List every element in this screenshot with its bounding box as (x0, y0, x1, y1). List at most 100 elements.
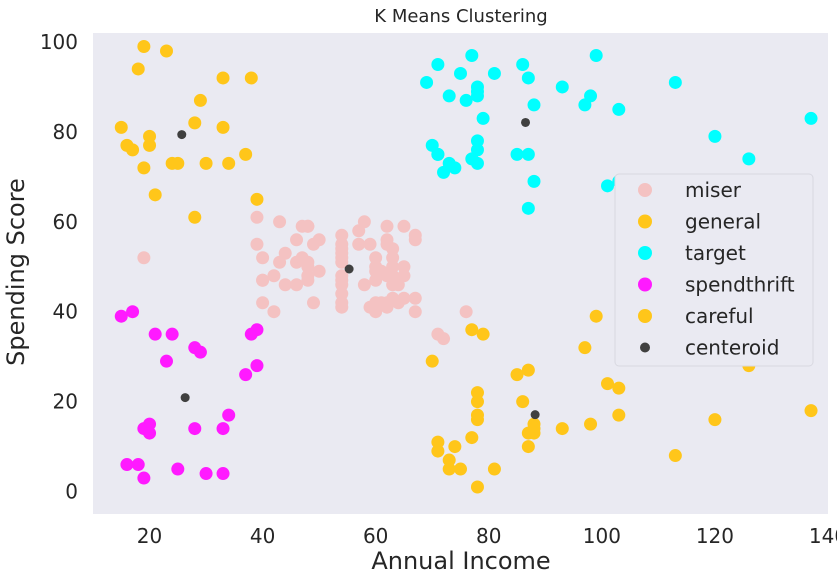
data-point-miser (335, 300, 349, 314)
data-point-miser (431, 327, 445, 341)
data-point-target (516, 57, 530, 71)
data-point-general (244, 71, 258, 85)
x-tick-label: 20 (137, 524, 162, 548)
data-point-spendthrift (171, 462, 185, 476)
data-point-careful (470, 386, 484, 400)
data-point-miser (256, 273, 270, 287)
data-point-target (454, 66, 467, 80)
data-point-general (199, 156, 213, 170)
data-point-target (612, 102, 626, 116)
data-point-general (131, 62, 145, 76)
data-point-general (137, 161, 151, 175)
legend-label-centeroid: centeroid (685, 336, 779, 360)
data-point-spendthrift (250, 359, 264, 373)
data-point-target (584, 89, 598, 103)
data-point-target (470, 134, 484, 148)
data-point-careful (487, 462, 501, 476)
data-point-careful (527, 422, 541, 436)
data-point-careful (431, 435, 445, 449)
data-point-miser (256, 251, 270, 265)
legend-label-spendthrift: spendthrift (685, 273, 795, 297)
centeroid-point (177, 130, 187, 140)
points-layer (114, 39, 818, 494)
data-point-target (527, 98, 541, 112)
data-point-miser (386, 260, 400, 274)
data-point-general (188, 116, 202, 130)
data-point-miser (278, 246, 292, 260)
legend-marker-target (638, 246, 652, 260)
data-point-careful (454, 462, 467, 476)
x-ticks: 20 40 60 80 100 120 140 (137, 524, 837, 548)
data-point-miser (301, 219, 315, 233)
centeroid-point (530, 410, 540, 420)
data-point-miser (267, 305, 281, 319)
x-axis-label: Annual Income (371, 547, 550, 575)
data-point-careful (612, 381, 626, 395)
data-point-target (521, 71, 535, 85)
data-point-miser (408, 305, 422, 319)
x-tick-label: 140 (809, 524, 837, 548)
data-point-miser (357, 278, 371, 292)
data-point-careful (510, 368, 524, 382)
data-point-miser (459, 305, 473, 319)
data-point-spendthrift (216, 422, 230, 436)
data-point-miser (250, 237, 264, 251)
x-tick-label: 80 (476, 524, 501, 548)
data-point-miser (380, 219, 394, 233)
x-tick-label: 60 (363, 524, 388, 548)
data-point-target (487, 66, 501, 80)
legend-label-careful: careful (685, 304, 754, 328)
data-point-general (137, 39, 151, 53)
data-point-miser (301, 260, 315, 274)
data-point-miser (273, 215, 287, 229)
y-tick-label: 40 (53, 300, 78, 324)
data-point-miser (397, 291, 411, 305)
data-point-spendthrift (143, 426, 157, 440)
data-point-general (160, 44, 173, 58)
data-point-general (250, 192, 264, 206)
data-point-general (222, 156, 236, 170)
data-point-miser (335, 255, 349, 269)
data-point-spendthrift (199, 467, 213, 481)
data-point-target (521, 201, 535, 215)
data-point-target (442, 89, 456, 103)
data-point-miser (256, 296, 270, 310)
legend-label-miser: miser (685, 178, 742, 202)
legend-items: miser general target spendthrift careful cent… (638, 178, 795, 360)
data-point-general (114, 120, 128, 134)
data-point-general (143, 129, 157, 143)
legend-marker-miser (638, 183, 652, 197)
data-point-target (589, 48, 603, 62)
data-point-target (601, 179, 614, 193)
data-point-general (143, 138, 157, 152)
data-point-target (708, 129, 722, 143)
data-point-careful (584, 417, 598, 431)
data-point-miser (250, 210, 264, 224)
data-point-miser (335, 278, 349, 292)
legend: miser general target spendthrift careful cent… (614, 173, 814, 367)
x-tick-label: 100 (583, 524, 621, 548)
data-point-target (448, 161, 462, 175)
data-point-general (126, 143, 140, 157)
data-point-target (459, 93, 473, 107)
data-point-spendthrift (165, 327, 179, 341)
data-point-careful (804, 404, 818, 418)
data-point-spendthrift (222, 408, 236, 422)
chart-title: K Means Clustering (374, 6, 547, 27)
data-point-spendthrift (137, 471, 151, 485)
data-point-careful (612, 408, 626, 422)
data-point-miser (137, 251, 151, 265)
data-point-target (521, 147, 535, 161)
data-point-spendthrift (216, 467, 230, 481)
data-point-target (804, 111, 818, 125)
data-point-target (470, 143, 484, 157)
data-point-target (527, 174, 541, 188)
data-point-target (742, 152, 756, 166)
data-point-careful (442, 462, 456, 476)
data-point-general (171, 156, 185, 170)
centeroid-point (344, 264, 354, 274)
data-point-miser (335, 287, 349, 301)
data-point-careful (521, 440, 535, 454)
data-point-miser (369, 251, 383, 265)
data-point-miser (363, 237, 377, 251)
